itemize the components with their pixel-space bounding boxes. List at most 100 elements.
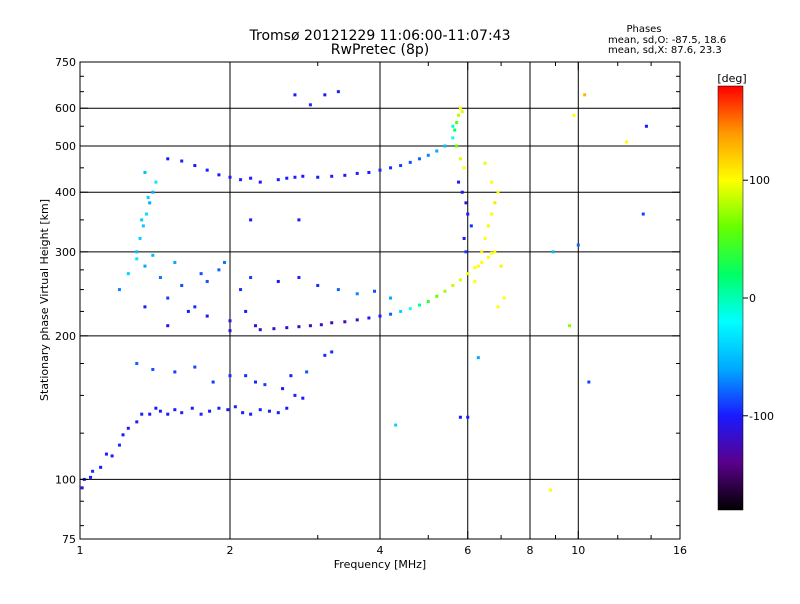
echo-point [460, 190, 464, 194]
echo-point [249, 276, 253, 280]
echo-point [417, 303, 421, 307]
echo-point [151, 190, 155, 194]
echo-point [285, 406, 289, 410]
echo-point [199, 272, 203, 276]
phase-colorbar [717, 85, 744, 511]
echo-point [316, 283, 320, 287]
x-tick-label: 10 [571, 544, 585, 557]
echo-point [572, 113, 576, 117]
echo-point [443, 144, 447, 148]
echo-point [343, 320, 347, 324]
x-tick-label: 6 [464, 544, 471, 557]
echo-point [217, 268, 221, 272]
echo-point [583, 93, 587, 97]
echo-point [496, 305, 500, 309]
echo-point [426, 153, 430, 157]
echo-point [205, 168, 209, 172]
echo-point [205, 314, 209, 318]
echo-point [143, 264, 147, 268]
echo-point [158, 276, 162, 280]
colorbar-label: [deg] [717, 72, 746, 85]
echo-point [426, 300, 430, 304]
y-tick-label: 200 [55, 330, 76, 343]
echo-point [276, 279, 280, 283]
echo-point [367, 316, 371, 320]
echo-point [466, 212, 470, 216]
echo-point [486, 224, 490, 228]
echo-point [378, 168, 382, 172]
echo-point [173, 260, 177, 264]
echo-point [308, 103, 312, 107]
echo-point [297, 325, 301, 329]
echo-point [253, 380, 257, 384]
echo-point [408, 160, 412, 164]
echo-point [305, 370, 309, 374]
echo-point [641, 212, 645, 216]
x-tick-label: 8 [527, 544, 534, 557]
echo-point [193, 305, 197, 309]
echo-point [466, 272, 470, 276]
chart-subtitle: RwPretec (8p) [331, 42, 429, 58]
echo-point [180, 411, 184, 415]
echo-point [217, 173, 221, 177]
y-tick-label: 500 [55, 140, 76, 153]
echo-point [458, 106, 462, 110]
echo-point [226, 408, 230, 412]
echo-point [285, 176, 289, 180]
echo-point [389, 312, 393, 316]
echo-point [154, 406, 158, 410]
echo-point [336, 288, 340, 292]
echo-point [399, 309, 403, 313]
echo-point [293, 393, 297, 397]
echo-point [355, 318, 359, 322]
echo-point [140, 218, 144, 222]
echo-point [378, 314, 382, 318]
echo-point [408, 307, 412, 311]
echo-point [483, 161, 487, 165]
echo-point [464, 250, 468, 254]
echo-point [297, 276, 301, 280]
colorbar-tick-label: 0 [749, 292, 756, 305]
echo-point [462, 236, 466, 240]
echo-point [285, 326, 289, 330]
echo-point [355, 292, 359, 296]
echo-point [146, 195, 150, 199]
echo-point [367, 170, 371, 174]
echo-point [267, 409, 271, 413]
echo-point [138, 236, 142, 240]
echo-point [455, 144, 459, 148]
echo-point [228, 175, 232, 179]
echo-point [199, 412, 203, 416]
echo-point [135, 257, 139, 261]
echo-point [451, 136, 455, 140]
echo-point [117, 443, 121, 447]
echo-point [239, 178, 243, 182]
echo-point [490, 212, 494, 216]
y-tick-label: 100 [55, 473, 76, 486]
echo-point [394, 423, 398, 427]
x-tick-label: 2 [227, 544, 234, 557]
echo-point [154, 180, 158, 184]
echo-point [499, 264, 503, 268]
echo-point [464, 201, 468, 205]
echo-point [355, 171, 359, 175]
echo-point [258, 180, 262, 184]
echo-point [117, 288, 121, 292]
y-tick-label: 400 [55, 186, 76, 199]
echo-point [453, 128, 457, 132]
echo-point [135, 250, 139, 254]
y-tick-label: 75 [62, 533, 76, 546]
echo-point [249, 412, 253, 416]
echo-point [490, 180, 494, 184]
echo-point [480, 260, 484, 264]
echo-point [625, 140, 629, 144]
echo-point [486, 255, 490, 259]
echo-point [166, 324, 170, 328]
echo-point [308, 324, 312, 328]
echo-point [180, 283, 184, 287]
echo-point [223, 260, 227, 264]
stats-heading: Phases [626, 24, 661, 35]
echo-point [140, 412, 144, 416]
echo-point [126, 426, 130, 430]
echo-point [435, 149, 439, 153]
